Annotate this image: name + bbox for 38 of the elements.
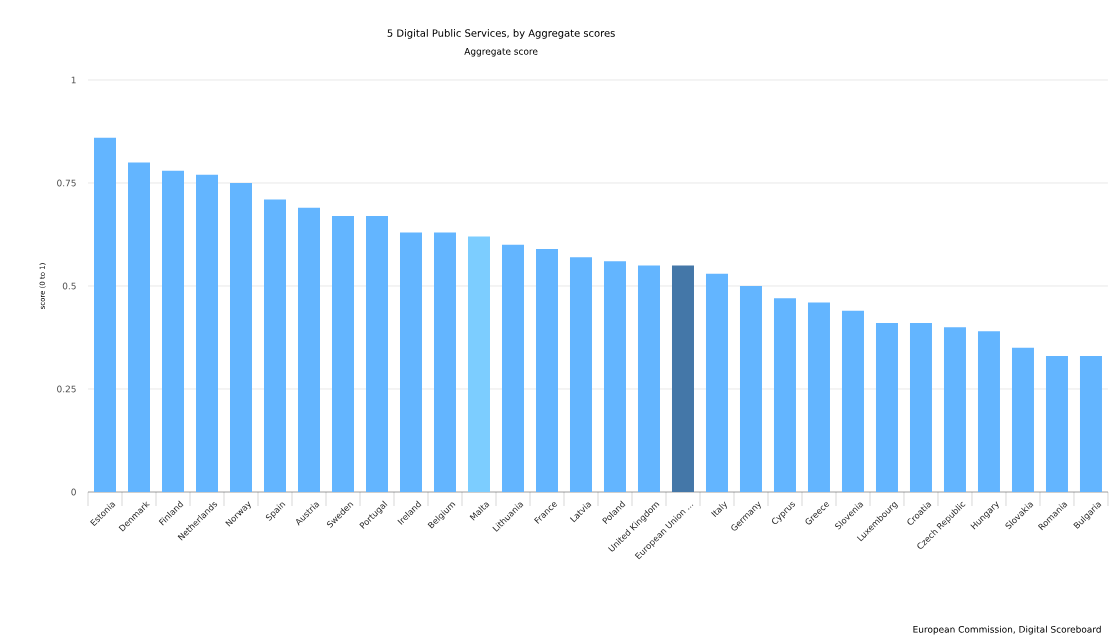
bar [1011, 347, 1034, 492]
bar [501, 244, 524, 492]
bar [196, 174, 218, 492]
bar [162, 170, 184, 492]
bar [433, 232, 456, 492]
y-tick-label: 0 [71, 488, 76, 496]
bar [467, 236, 490, 492]
bar [230, 183, 252, 492]
bar [399, 232, 422, 492]
bar [1079, 356, 1102, 492]
bar [332, 215, 354, 492]
chart-title: 5 Digital Public Services, by Aggregate scores [387, 29, 615, 39]
bar [773, 298, 796, 492]
chart-subtitle: Aggregate score [464, 48, 538, 57]
bar [909, 323, 932, 492]
bar [943, 327, 966, 492]
bar [264, 199, 286, 492]
text: European Commission, Digital Scoreboard [913, 625, 1101, 635]
bar [1045, 356, 1068, 492]
y-tick-label: 0.25 [57, 385, 76, 393]
bar [841, 310, 864, 492]
bar [298, 207, 320, 492]
bar [569, 257, 592, 492]
bar [807, 302, 830, 492]
y-tick-label: 0.75 [57, 179, 76, 187]
bar [637, 265, 660, 492]
y-tick-label: 1 [71, 76, 76, 84]
bar [94, 137, 116, 492]
bar [875, 323, 898, 492]
bar [977, 331, 1000, 492]
bar [603, 261, 626, 492]
bar [535, 248, 558, 492]
bar [739, 286, 762, 492]
bar [366, 215, 388, 492]
y-tick-label: 0.5 [62, 282, 76, 290]
bar [128, 162, 150, 492]
bar [705, 273, 728, 492]
bar [671, 265, 694, 492]
